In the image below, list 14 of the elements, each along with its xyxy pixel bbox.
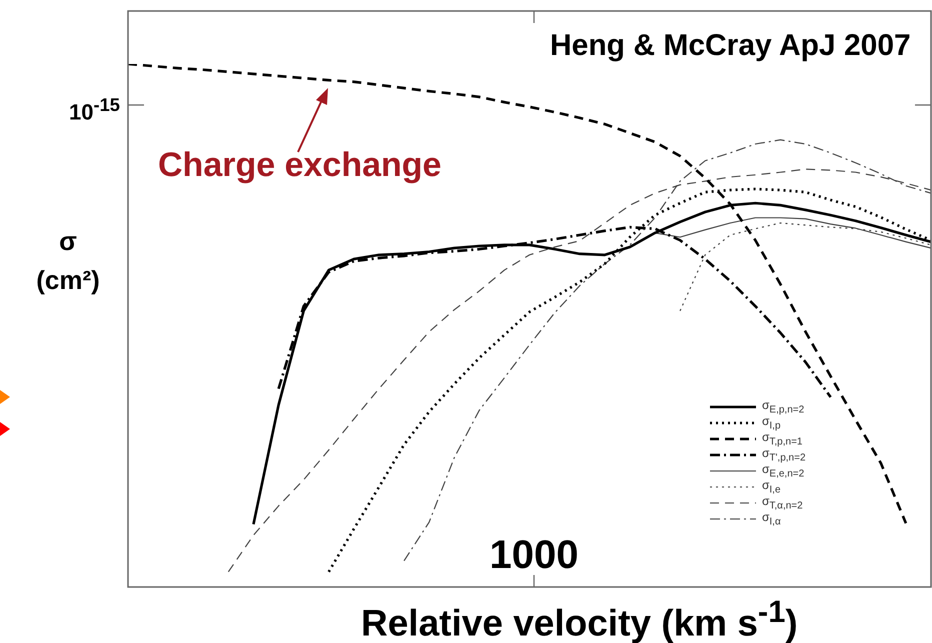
text: 10$^{-15}$ xyxy=(69,94,120,124)
legend-label: σ$_{T,p,n=1}$ xyxy=(762,430,802,448)
annotation: Charge exchange xyxy=(158,146,442,184)
x-axis-title: Relative velocity (km s$^{-1}$) xyxy=(361,594,798,643)
legend-label: σ$_{I,α}$ xyxy=(762,510,781,528)
legend-label: σ$_{I,e}$ xyxy=(762,478,781,496)
legend-label: σ$_{T,α,n=2}$ xyxy=(762,494,803,512)
text: Heng & McCray ApJ 2007 xyxy=(550,29,911,62)
annotation: 1000 xyxy=(490,533,578,577)
legend-label: σ$_{I,p}$ xyxy=(762,414,781,432)
legend-label: σ$_{E,e,n=2}$ xyxy=(762,462,804,480)
y-axis-title: σ (cm²) xyxy=(35,225,101,297)
legend-label: σ$_{E,p,n=2}$ xyxy=(762,398,804,416)
legend-label: σ$_{T',p,n=2}$ xyxy=(762,446,806,464)
